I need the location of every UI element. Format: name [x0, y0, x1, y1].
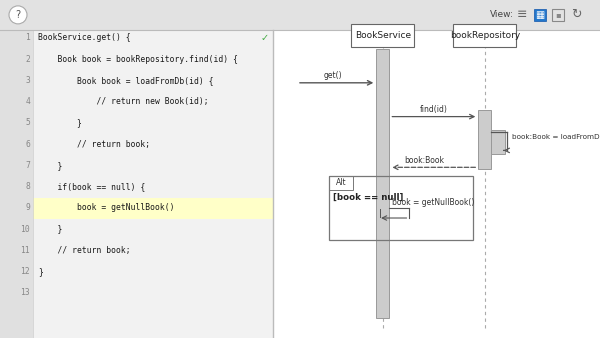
Text: ↻: ↻	[571, 8, 581, 21]
Text: ▪: ▪	[555, 10, 561, 19]
Text: 11: 11	[20, 246, 30, 255]
Text: }: }	[38, 118, 82, 127]
Text: 6: 6	[25, 140, 30, 148]
Bar	[273, 30, 600, 338]
Text: ▦: ▦	[535, 10, 545, 20]
Bar	[329, 176, 353, 190]
Text: 1: 1	[25, 33, 30, 42]
Text: 4: 4	[25, 97, 30, 106]
Text: 10: 10	[20, 224, 30, 234]
Text: BookService: BookService	[355, 31, 411, 40]
Text: ≡: ≡	[517, 8, 527, 21]
Text: // return book;: // return book;	[38, 246, 131, 255]
Bar	[491, 130, 505, 154]
Bar	[0, 30, 33, 338]
Text: book = getNullBook(): book = getNullBook()	[392, 197, 475, 207]
Text: 5: 5	[25, 118, 30, 127]
Text: |: |	[379, 209, 382, 218]
Text: Book book = loadFromDb(id) {: Book book = loadFromDb(id) {	[38, 76, 214, 85]
Bar	[552, 9, 564, 21]
Bar	[376, 49, 389, 318]
Text: ✓: ✓	[261, 33, 269, 43]
Text: 13: 13	[20, 288, 30, 297]
Text: get(): get()	[323, 71, 343, 80]
Text: Book book = bookRepository.find(id) {: Book book = bookRepository.find(id) {	[38, 54, 238, 64]
Text: }: }	[38, 224, 62, 234]
Text: ?: ?	[16, 10, 20, 20]
Bar	[478, 110, 491, 169]
Circle shape	[9, 6, 27, 24]
Text: bookRepository: bookRepository	[449, 31, 520, 40]
Text: if(book == null) {: if(book == null) {	[38, 182, 145, 191]
Bar	[0, 30, 273, 338]
Bar	[454, 24, 516, 47]
Text: 8: 8	[25, 182, 30, 191]
Text: // return new Book(id);: // return new Book(id);	[38, 97, 209, 106]
Text: }: }	[38, 161, 62, 170]
Text: book:Book = loadFromDb(id): book:Book = loadFromDb(id)	[512, 134, 600, 140]
Bar	[0, 0, 600, 30]
Text: 9: 9	[25, 203, 30, 212]
Bar	[534, 9, 546, 21]
Text: Alt: Alt	[335, 178, 346, 187]
Text: // return book;: // return book;	[38, 140, 150, 148]
Text: find(id): find(id)	[420, 105, 448, 114]
Bar	[352, 24, 415, 47]
Text: 7: 7	[25, 161, 30, 170]
Text: BookService.get() {: BookService.get() {	[38, 33, 131, 42]
Text: }: }	[38, 267, 43, 276]
Text: 12: 12	[20, 267, 30, 276]
Bar	[33, 198, 273, 219]
Text: [book == null]: [book == null]	[333, 193, 403, 202]
Text: book = getNullBook(): book = getNullBook()	[38, 203, 175, 212]
Text: 2: 2	[25, 54, 30, 64]
Bar	[329, 176, 473, 240]
Text: 3: 3	[25, 76, 30, 85]
Text: View:: View:	[490, 10, 514, 19]
Text: book:Book: book:Book	[404, 156, 444, 165]
